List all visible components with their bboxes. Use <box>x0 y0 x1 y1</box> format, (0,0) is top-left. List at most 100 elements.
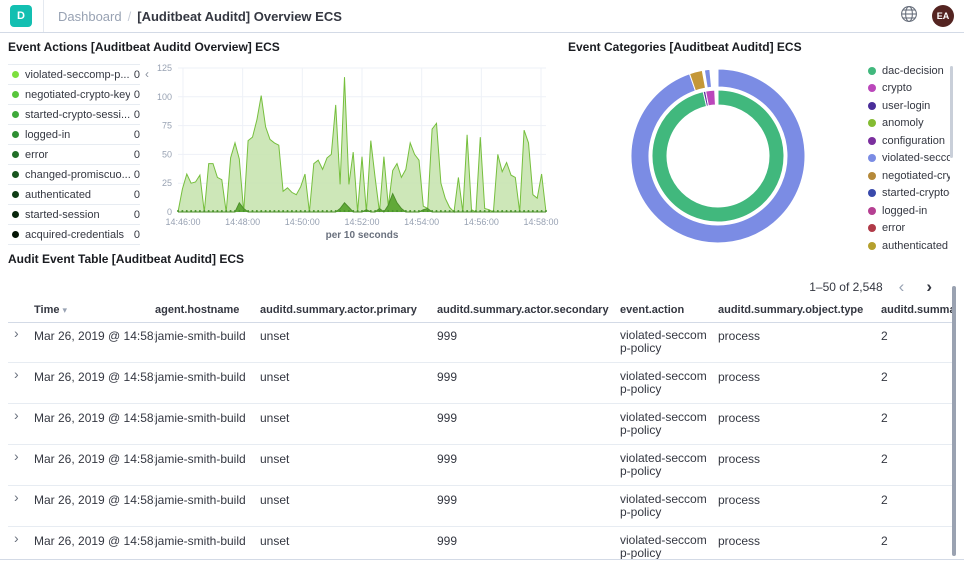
legend-item[interactable]: anomoly <box>868 115 950 133</box>
data-point-dot <box>501 210 504 212</box>
data-point-dot <box>470 210 473 212</box>
cell-hostname: jamie-smith-build <box>155 329 246 343</box>
row-expand-chevron-icon[interactable]: › <box>14 448 19 464</box>
legend-collapse-icon[interactable]: ‹ <box>145 67 149 81</box>
event-actions-area-chart[interactable]: 125 100 75 50 25 014:46:00 14:48:00 14:50:00 14:… <box>140 60 560 240</box>
row-expand-chevron-icon[interactable]: › <box>14 407 19 423</box>
donut-inner-slice[interactable] <box>705 89 716 107</box>
data-point-dot <box>466 210 469 212</box>
column-header-agent-hostname[interactable]: agent.hostname <box>155 304 240 316</box>
event-categories-legend: dac-decision crypto user-login anomoly confi… <box>868 62 950 255</box>
data-point-dot <box>247 210 250 212</box>
data-point-dot <box>396 210 399 212</box>
x-axis-tick-label: 14:52:00 <box>344 217 379 227</box>
legend-item[interactable]: started-crypto-sessi... 0 <box>8 105 140 125</box>
legend-color-dot <box>868 206 876 215</box>
data-point-dot <box>435 210 438 212</box>
data-point-dot <box>457 210 460 212</box>
table-row: › Mar 26, 2019 @ 14:58:15.245jamie-smith-… <box>8 322 956 363</box>
data-point-dot <box>374 210 377 212</box>
breadcrumb-dashboard[interactable]: Dashboard <box>58 8 122 24</box>
legend-item-label: violated-seccomp-p... <box>25 68 130 81</box>
legend-item[interactable]: logged-in <box>868 202 950 220</box>
pagination-prev-button[interactable]: ‹ <box>893 276 911 297</box>
data-point-dot <box>299 210 302 212</box>
legend-item[interactable]: crypto <box>868 80 950 98</box>
column-header-event-action[interactable]: event.action <box>620 304 685 316</box>
legend-item[interactable]: negotiated-crypto-key 0 <box>8 85 140 105</box>
legend-item[interactable]: configuration <box>868 132 950 150</box>
legend-item-label: crypto <box>882 82 912 95</box>
x-axis-tick-label: 14:48:00 <box>225 217 260 227</box>
cell-time: Mar 26, 2019 @ 14:58:15.245 <box>34 452 155 466</box>
donut-outer-slice[interactable] <box>703 68 713 89</box>
donut-inner-slice[interactable] <box>651 89 785 223</box>
legend-item-label: logged-in <box>882 204 928 217</box>
data-point-dot <box>225 210 228 212</box>
column-header-time[interactable]: Time ▾ <box>34 304 68 316</box>
event-categories-donut-chart[interactable] <box>628 66 808 246</box>
legend-item[interactable]: user-login <box>868 97 950 115</box>
cell-actor-secondary: 999 <box>437 370 458 384</box>
cell-actor-primary: unset <box>260 534 290 548</box>
globe-icon[interactable] <box>900 5 918 28</box>
legend-item-label: authenticated <box>25 188 92 201</box>
data-point-dot <box>295 210 298 212</box>
data-point-dot <box>220 210 223 212</box>
cell-event-action: violated-seccomp-policy <box>620 410 707 438</box>
data-point-dot <box>282 210 285 212</box>
legend-item[interactable]: error 0 <box>8 145 140 165</box>
data-point-dot <box>194 210 197 212</box>
donut-outer-slice[interactable] <box>630 68 806 244</box>
legend-item[interactable]: authenticated <box>868 237 950 255</box>
legend-item[interactable]: logged-in 0 <box>8 125 140 145</box>
column-header-auditd-summary-actor-secondary[interactable]: auditd.summary.actor.secondary <box>437 304 609 316</box>
row-expand-chevron-icon[interactable]: › <box>14 325 19 341</box>
legend-item[interactable]: started-session 0 <box>8 205 140 225</box>
column-header-auditd-summary-actor-primary[interactable]: auditd.summary.actor.primary <box>260 304 417 316</box>
legend-item[interactable]: acquired-credentials 0 <box>8 225 140 245</box>
cell-summary: 2 <box>881 452 888 466</box>
legend-item[interactable]: changed-promiscuo... 0 <box>8 165 140 185</box>
data-point-dot <box>509 210 512 212</box>
legend-scrollbar[interactable] <box>950 66 953 158</box>
data-point-dot <box>540 210 543 212</box>
x-axis-tick-label: 14:46:00 <box>165 217 200 227</box>
data-point-dot <box>439 210 442 212</box>
sort-descending-icon[interactable]: ▾ <box>62 305 68 315</box>
legend-item[interactable]: violated-seccomp... <box>868 150 950 168</box>
legend-color-dot <box>12 71 19 78</box>
legend-item[interactable]: started-crypto-se... <box>868 185 950 203</box>
column-header-auditd-summary[interactable]: auditd.summary <box>881 304 956 316</box>
row-expand-chevron-icon[interactable]: › <box>14 366 19 382</box>
legend-color-dot <box>12 151 19 158</box>
top-navbar: D Dashboard / [Auditbeat Auditd] Overvie… <box>0 0 964 33</box>
legend-item-value: 0 <box>133 208 140 221</box>
legend-item-label: logged-in <box>25 128 71 141</box>
legend-item[interactable]: violated-seccomp-p... 0 <box>8 65 140 85</box>
donut-outer-slice[interactable] <box>688 69 707 92</box>
table-row: › Mar 26, 2019 @ 14:58:15.245jamie-smith-… <box>8 445 956 486</box>
column-header-auditd-summary-object-type[interactable]: auditd.summary.object.type <box>718 304 864 316</box>
data-point-dot <box>474 210 477 212</box>
table-scrollbar[interactable] <box>952 286 956 556</box>
data-point-dot <box>198 210 201 212</box>
row-expand-chevron-icon[interactable]: › <box>14 530 19 546</box>
data-point-dot <box>308 210 311 212</box>
row-expand-chevron-icon[interactable]: › <box>14 489 19 505</box>
user-avatar[interactable]: EA <box>932 5 954 27</box>
legend-item[interactable]: negotiated-crypto... <box>868 167 950 185</box>
legend-item[interactable]: dac-decision <box>868 62 950 80</box>
app-logo[interactable]: D <box>10 5 32 27</box>
pagination-next-button[interactable]: › <box>920 276 938 297</box>
legend-item[interactable]: authenticated 0 <box>8 185 140 205</box>
legend-color-dot <box>868 171 876 180</box>
legend-item-value: 0 <box>133 168 140 181</box>
data-point-dot <box>409 210 412 212</box>
y-axis-tick-label: 25 <box>162 178 172 188</box>
table-row: › Mar 26, 2019 @ 14:58:15.245jamie-smith-… <box>8 363 956 404</box>
legend-color-dot <box>12 131 19 138</box>
x-axis-tick-label: 14:50:00 <box>285 217 320 227</box>
legend-color-dot <box>868 119 876 128</box>
legend-item[interactable]: error <box>868 220 950 238</box>
